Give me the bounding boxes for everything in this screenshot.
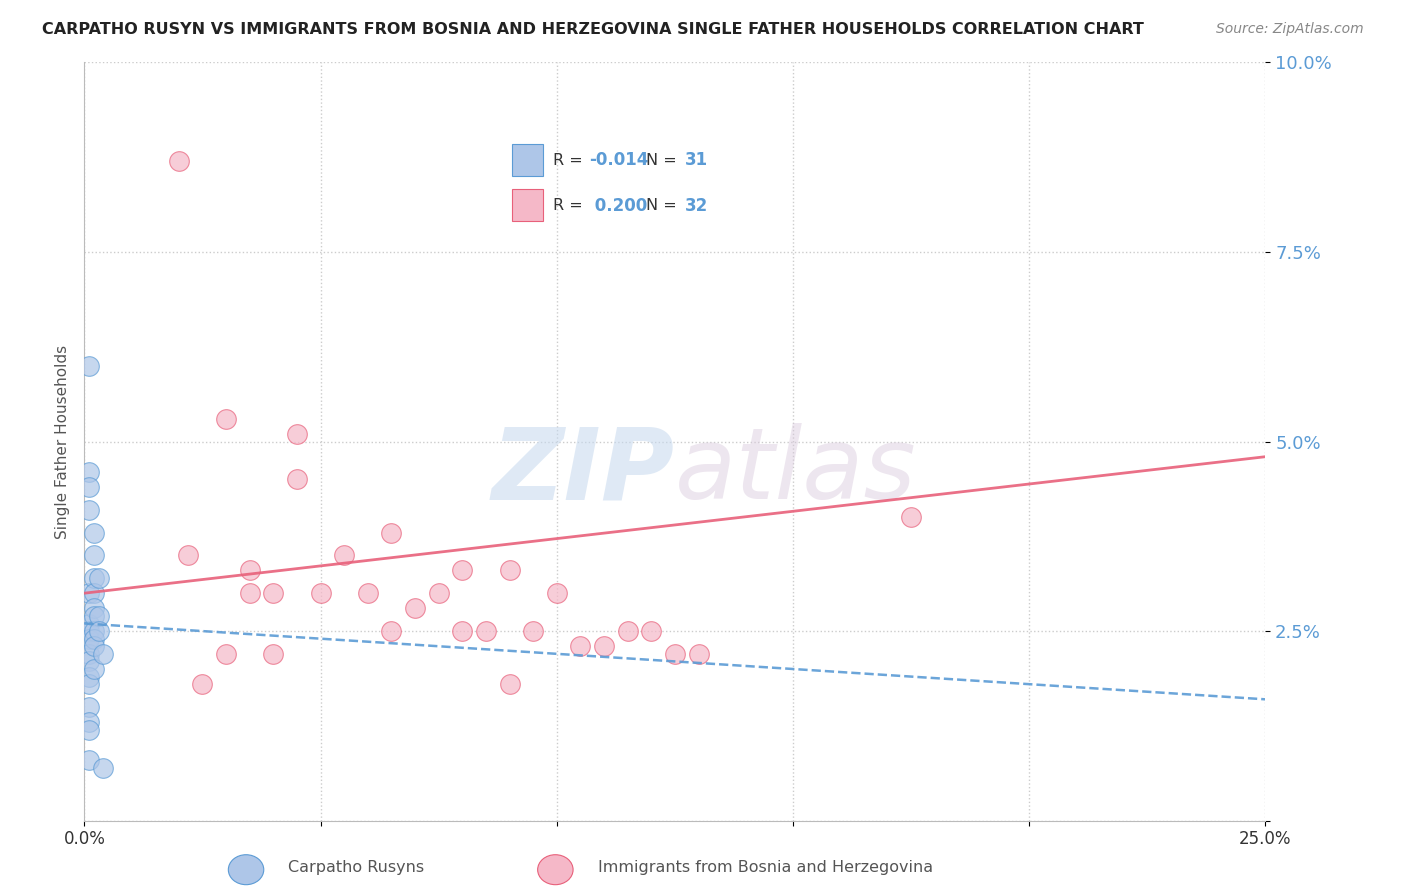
Bar (512, 189, 543, 221)
Point (191, 677, 214, 691)
Point (309, 586, 332, 600)
Text: N =: N = (647, 198, 682, 213)
Point (522, 624, 544, 639)
Point (77, 723, 100, 737)
Text: 0.200: 0.200 (589, 196, 647, 215)
Point (239, 586, 262, 600)
Point (83, 609, 105, 624)
Point (83, 525, 105, 540)
Point (451, 564, 474, 578)
Point (380, 525, 402, 540)
Point (77, 465, 100, 479)
Point (87, 609, 110, 624)
Circle shape (537, 855, 574, 885)
Point (593, 639, 616, 653)
Point (215, 412, 238, 426)
Point (77, 624, 100, 639)
Point (167, 154, 190, 169)
Point (83, 632, 105, 646)
Point (77, 586, 100, 600)
Text: Immigrants from Bosnia and Herzegovina: Immigrants from Bosnia and Herzegovina (598, 860, 932, 874)
Point (77, 677, 100, 691)
Point (404, 601, 426, 615)
Point (664, 647, 686, 661)
Point (83, 639, 105, 653)
Point (239, 564, 262, 578)
Point (87, 571, 110, 585)
Point (569, 639, 592, 653)
Text: 31: 31 (685, 152, 709, 169)
Point (91, 647, 114, 661)
Point (77, 699, 100, 714)
Point (83, 586, 105, 600)
Y-axis label: Single Father Households: Single Father Households (55, 344, 70, 539)
Text: -0.014: -0.014 (589, 152, 648, 169)
Point (640, 624, 662, 639)
Text: Carpatho Rusyns: Carpatho Rusyns (288, 860, 425, 874)
Text: R =: R = (553, 198, 588, 213)
Point (451, 624, 474, 639)
Point (262, 647, 284, 661)
Circle shape (228, 855, 264, 885)
Point (77, 480, 100, 494)
Point (91, 760, 114, 774)
Point (498, 564, 520, 578)
Point (380, 624, 402, 639)
Bar (512, 145, 543, 176)
Point (616, 624, 638, 639)
Point (177, 548, 200, 563)
Point (262, 586, 284, 600)
Point (77, 503, 100, 517)
Text: N =: N = (647, 153, 682, 168)
Point (83, 662, 105, 676)
Point (87, 624, 110, 639)
Point (83, 601, 105, 615)
Point (83, 571, 105, 585)
Point (546, 586, 568, 600)
Point (77, 753, 100, 767)
Text: R =: R = (553, 153, 588, 168)
Text: CARPATHO RUSYN VS IMMIGRANTS FROM BOSNIA AND HERZEGOVINA SINGLE FATHER HOUSEHOLD: CARPATHO RUSYN VS IMMIGRANTS FROM BOSNIA… (42, 22, 1144, 37)
Point (83, 624, 105, 639)
Point (475, 624, 498, 639)
Point (900, 510, 922, 524)
Text: Source: ZipAtlas.com: Source: ZipAtlas.com (1216, 22, 1364, 37)
Text: ZIP: ZIP (492, 424, 675, 520)
Point (498, 677, 520, 691)
Point (77, 655, 100, 669)
Point (357, 586, 380, 600)
Point (427, 586, 450, 600)
Point (215, 647, 238, 661)
Point (333, 548, 356, 563)
Point (77, 715, 100, 730)
Point (77, 669, 100, 684)
Point (688, 647, 710, 661)
Point (77, 647, 100, 661)
Point (77, 616, 100, 631)
Point (285, 473, 308, 487)
Point (77, 359, 100, 373)
Point (77, 632, 100, 646)
Point (285, 427, 308, 442)
Text: 32: 32 (685, 196, 709, 215)
Text: atlas: atlas (675, 424, 917, 520)
Point (83, 548, 105, 563)
